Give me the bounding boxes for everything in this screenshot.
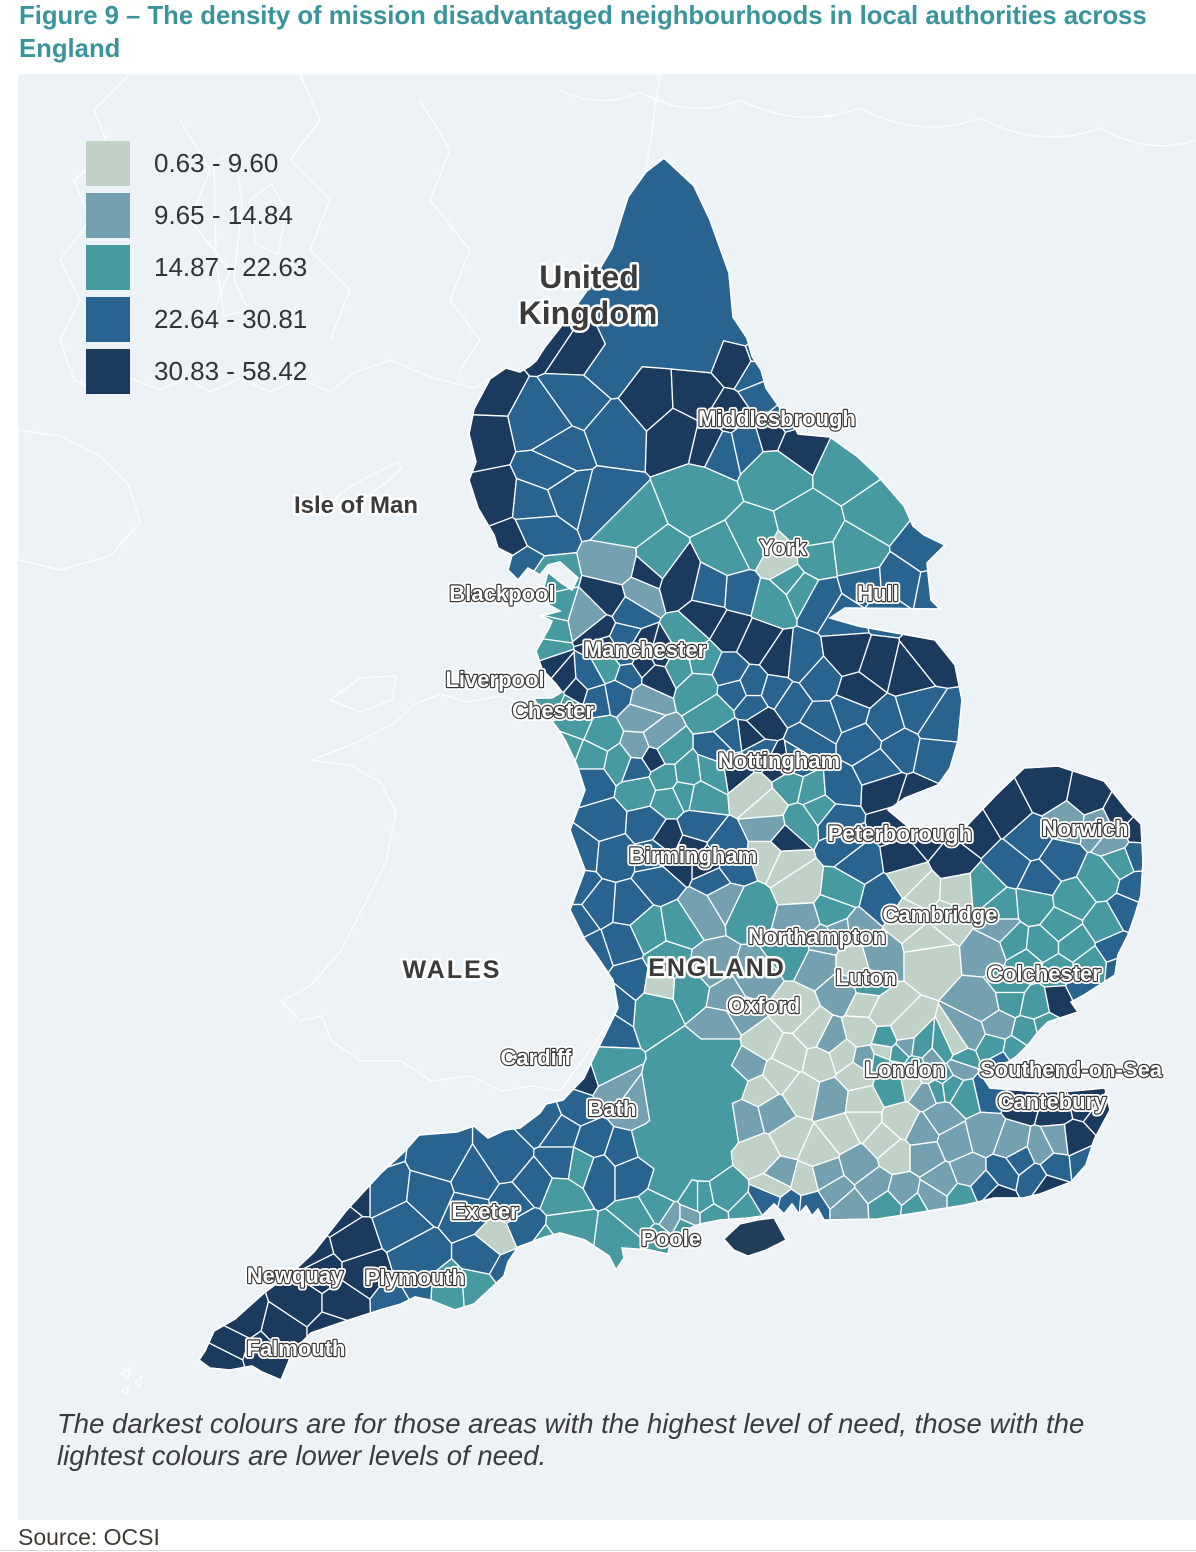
svg-text:York: York bbox=[759, 535, 807, 560]
svg-text:Blackpool: Blackpool bbox=[449, 581, 554, 606]
svg-text:London: London bbox=[865, 1057, 946, 1082]
svg-text:Oxford: Oxford bbox=[728, 993, 800, 1018]
svg-text:Colchester: Colchester bbox=[987, 961, 1101, 986]
svg-text:Cantebury: Cantebury bbox=[998, 1089, 1108, 1114]
svg-text:Plymouth: Plymouth bbox=[365, 1265, 465, 1290]
svg-text:Norwich: Norwich bbox=[1042, 816, 1129, 841]
svg-text:Manchester: Manchester bbox=[584, 637, 707, 662]
svg-text:London: London bbox=[865, 1057, 946, 1082]
svg-text:Liverpool: Liverpool bbox=[445, 667, 544, 692]
svg-text:Isle of Man: Isle of Man bbox=[294, 492, 418, 519]
svg-text:Cardiff: Cardiff bbox=[501, 1045, 573, 1070]
svg-text:Cardiff: Cardiff bbox=[501, 1045, 573, 1070]
svg-text:Norwich: Norwich bbox=[1042, 816, 1129, 841]
svg-text:Newquay: Newquay bbox=[247, 1263, 344, 1288]
svg-text:Cambridge: Cambridge bbox=[883, 902, 998, 927]
svg-text:Newquay: Newquay bbox=[247, 1263, 344, 1288]
svg-text:Middlesbrough: Middlesbrough bbox=[698, 406, 856, 431]
svg-text:Bath: Bath bbox=[588, 1096, 637, 1121]
svg-text:Cambridge: Cambridge bbox=[883, 902, 998, 927]
svg-text:Blackpool: Blackpool bbox=[449, 581, 554, 606]
svg-text:Kingdom: Kingdom bbox=[519, 295, 658, 331]
svg-text:Nottingham: Nottingham bbox=[718, 748, 840, 773]
svg-text:Nottingham: Nottingham bbox=[718, 748, 840, 773]
svg-text:Colchester: Colchester bbox=[987, 961, 1101, 986]
svg-text:Birmingham: Birmingham bbox=[629, 843, 757, 868]
svg-text:Liverpool: Liverpool bbox=[445, 667, 544, 692]
svg-text:Hull: Hull bbox=[857, 581, 899, 606]
svg-text:Middlesbrough: Middlesbrough bbox=[698, 406, 856, 431]
svg-text:Luton: Luton bbox=[835, 965, 896, 990]
svg-text:Northampton: Northampton bbox=[748, 924, 886, 949]
svg-text:Exeter: Exeter bbox=[451, 1199, 519, 1224]
svg-text:Poole: Poole bbox=[641, 1226, 701, 1251]
svg-text:Chester: Chester bbox=[512, 698, 594, 723]
svg-text:Southend-on-Sea: Southend-on-Sea bbox=[980, 1057, 1163, 1082]
svg-text:WALES: WALES bbox=[403, 956, 502, 984]
svg-text:Falmouth: Falmouth bbox=[247, 1336, 346, 1361]
svg-text:Peterborough: Peterborough bbox=[828, 821, 972, 846]
svg-text:Birmingham: Birmingham bbox=[629, 843, 757, 868]
svg-text:Bath: Bath bbox=[588, 1096, 637, 1121]
svg-text:Luton: Luton bbox=[835, 965, 896, 990]
svg-text:York: York bbox=[759, 535, 807, 560]
svg-text:ENGLAND: ENGLAND bbox=[648, 954, 786, 982]
svg-text:United: United bbox=[539, 259, 639, 295]
svg-text:Chester: Chester bbox=[512, 698, 594, 723]
svg-text:Manchester: Manchester bbox=[584, 637, 707, 662]
svg-text:Peterborough: Peterborough bbox=[828, 821, 972, 846]
svg-text:Oxford: Oxford bbox=[728, 993, 800, 1018]
svg-text:Hull: Hull bbox=[857, 581, 899, 606]
svg-text:Exeter: Exeter bbox=[451, 1199, 519, 1224]
svg-text:Northampton: Northampton bbox=[748, 924, 886, 949]
svg-text:Plymouth: Plymouth bbox=[365, 1265, 465, 1290]
svg-text:Cantebury: Cantebury bbox=[998, 1089, 1108, 1114]
svg-text:Poole: Poole bbox=[641, 1226, 701, 1251]
svg-text:Falmouth: Falmouth bbox=[247, 1336, 346, 1361]
svg-text:Southend-on-Sea: Southend-on-Sea bbox=[980, 1057, 1163, 1082]
